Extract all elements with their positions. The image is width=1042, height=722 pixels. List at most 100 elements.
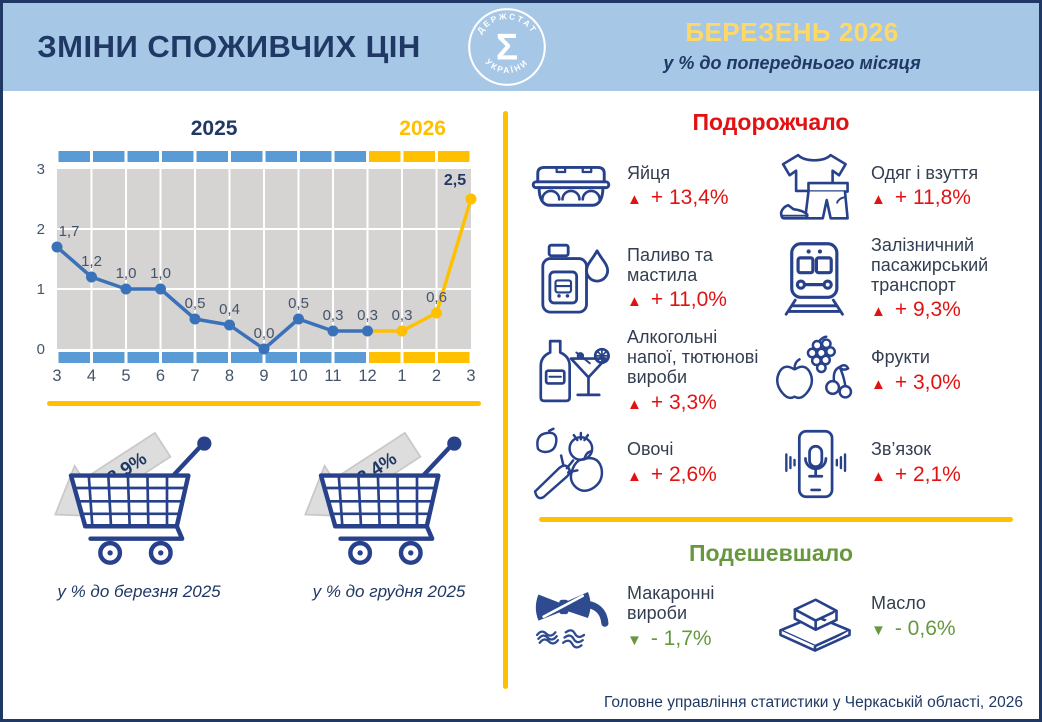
header: ЗМІНИ СПОЖИВЧИХ ЦІН ДЕРЖСТАТ УКРАЇНИ Σ Б… xyxy=(3,3,1039,91)
cart-figures: 8,9% xyxy=(3,418,503,574)
item-label: Алкогольні напої, тютюнові вироби xyxy=(627,327,759,387)
cart-captions: у % до березня 2025 у % до грудня 2025 xyxy=(3,582,503,602)
item-label: Паливо та мастила xyxy=(627,244,713,285)
svg-text:8: 8 xyxy=(225,367,234,385)
price-item-butter: Масло ▼ - 0,6% xyxy=(767,575,1033,661)
main-content: 2025 2026 1,7 1,2 1,0 1,0 0,5 0,4 0,0 0,5 0,3 0,3… xyxy=(3,91,1039,719)
year-label-2025: 2025 xyxy=(190,117,238,140)
fuel-icon xyxy=(523,237,619,321)
period-month: БЕРЕЗЕНЬ 2026 xyxy=(685,17,899,47)
price-item-communication: Зв’язок ▲ + 2,1% xyxy=(767,421,1033,507)
expensive-heading: Подорожчало xyxy=(692,109,850,135)
svg-text:0,5: 0,5 xyxy=(185,295,206,312)
shopping-cart-icon: 3,4% xyxy=(303,431,462,565)
shopping-cart-icon: 8,9% xyxy=(53,431,212,565)
up-triangle-icon: ▲ xyxy=(871,191,886,209)
svg-text:11: 11 xyxy=(324,367,341,385)
fruits-icon xyxy=(767,330,863,414)
alcohol-icon xyxy=(523,330,619,414)
item-value: ▼ - 1,7% xyxy=(627,627,712,651)
price-item-pasta: Макаронні вироби ▼ - 1,7% xyxy=(523,575,767,661)
left-panel: 2025 2026 1,7 1,2 1,0 1,0 0,5 0,4 0,0 0,5 0,3 0,3… xyxy=(3,91,503,719)
price-item-rail: Залізничний пасажирський транспорт ▲ + 9,… xyxy=(767,235,1033,322)
expensive-items-grid: Яйця ▲ + 13,4% Одяг і взуття ▲ + 11,8% Пал… xyxy=(503,136,1039,507)
down-triangle-icon: ▼ xyxy=(871,622,886,640)
vertical-divider xyxy=(503,111,508,689)
svg-text:2: 2 xyxy=(37,221,45,238)
vegetables-icon xyxy=(523,422,619,506)
svg-text:9: 9 xyxy=(259,367,268,385)
price-item-vegetables: Овочі ▲ + 2,6% xyxy=(523,421,767,507)
svg-text:7: 7 xyxy=(190,367,199,385)
up-triangle-icon: ▲ xyxy=(627,293,642,311)
cart-figure-ytd: 3,4% xyxy=(289,418,489,574)
svg-text:0,6: 0,6 xyxy=(426,289,447,306)
svg-text:6: 6 xyxy=(156,367,165,385)
item-value: ▼ - 0,6% xyxy=(871,617,956,641)
svg-text:5: 5 xyxy=(121,367,130,385)
page-title: ЗМІНИ СПОЖИВЧИХ ЦІН xyxy=(37,29,421,64)
item-label: Макаронні вироби xyxy=(627,583,715,624)
item-value: ▲ + 3,0% xyxy=(871,370,961,394)
up-triangle-icon: ▲ xyxy=(871,375,886,393)
cheaper-heading: Подешевшало xyxy=(688,539,854,566)
up-triangle-icon: ▲ xyxy=(627,468,642,486)
cart-caption-ytd: у % до грудня 2025 xyxy=(312,582,466,601)
price-item-fruits: Фрукти ▲ + 3,0% xyxy=(767,328,1033,414)
svg-text:4: 4 xyxy=(87,367,96,385)
item-label: Одяг і взуття xyxy=(871,162,979,183)
down-triangle-icon: ▼ xyxy=(627,632,642,650)
svg-text:0,0: 0,0 xyxy=(254,325,275,342)
up-triangle-icon: ▲ xyxy=(627,395,642,413)
up-triangle-icon: ▲ xyxy=(871,468,886,486)
item-label: Масло xyxy=(871,593,926,614)
item-value: ▲ + 13,4% xyxy=(627,186,729,210)
item-label: Зв’язок xyxy=(871,439,932,460)
svg-text:0,3: 0,3 xyxy=(323,307,344,324)
up-triangle-icon: ▲ xyxy=(627,191,642,209)
svg-text:2,5: 2,5 xyxy=(444,172,466,189)
svg-text:1: 1 xyxy=(397,367,406,385)
logo-sigma-symbol: Σ xyxy=(496,27,518,68)
item-value: ▲ + 11,8% xyxy=(871,186,971,210)
price-item-eggs: Яйця ▲ + 13,4% xyxy=(523,144,767,230)
butter-icon xyxy=(767,576,863,660)
svg-text:2: 2 xyxy=(432,367,441,385)
svg-text:0,3: 0,3 xyxy=(357,307,378,324)
svg-text:3: 3 xyxy=(466,367,475,385)
right-panel: Подорожчало Яйця ▲ + 13,4% Одяг і взуття … xyxy=(503,91,1039,719)
price-item-alcohol: Алкогольні напої, тютюнові вироби ▲ + 3,3… xyxy=(523,327,767,414)
svg-text:10: 10 xyxy=(289,367,307,385)
train-icon xyxy=(767,237,863,321)
item-label: Залізничний пасажирський транспорт xyxy=(871,235,989,295)
item-value: ▲ + 3,3% xyxy=(627,390,717,414)
svg-text:1: 1 xyxy=(37,281,45,298)
item-label: Яйця xyxy=(627,162,671,183)
period-subtitle: у % до попереднього місяця xyxy=(663,53,921,73)
cheaper-items-grid: Макаронні вироби ▼ - 1,7% Масло ▼ - 0,6% xyxy=(503,567,1039,661)
cpi-trend-chart: 2025 2026 1,7 1,2 1,0 1,0 0,5 0,4 0,0 0,5 0,3 0,3… xyxy=(15,117,489,389)
left-horizontal-divider xyxy=(47,401,481,406)
chart-year-labels: 2025 2026 xyxy=(15,117,489,143)
source-attribution: Головне управління статистики у Черкаськ… xyxy=(604,694,1023,711)
svg-text:0,5: 0,5 xyxy=(288,295,309,312)
item-label: Овочі xyxy=(627,439,674,460)
item-value: ▲ + 2,6% xyxy=(627,463,717,487)
svg-text:1,2: 1,2 xyxy=(81,253,102,270)
svg-text:0: 0 xyxy=(37,341,45,358)
item-value: ▲ + 11,0% xyxy=(627,288,727,312)
item-value: ▲ + 2,1% xyxy=(871,463,961,487)
header-period: БЕРЕЗЕНЬ 2026 у % до попереднього місяця xyxy=(637,17,947,74)
eggs-icon xyxy=(523,145,619,229)
right-horizontal-divider xyxy=(539,516,1013,522)
svg-text:12: 12 xyxy=(358,367,376,385)
svg-text:1,0: 1,0 xyxy=(116,265,137,282)
clothing-icon xyxy=(767,145,863,229)
pasta-icon xyxy=(523,576,619,660)
svg-text:3: 3 xyxy=(52,367,61,385)
up-triangle-icon: ▲ xyxy=(871,303,886,321)
item-label: Фрукти xyxy=(871,347,930,368)
trend-chart-svg: 1,71,2 1,0 1,0 0,5 0,4 0,0 0,5 0,3 0,3 0,3 0,6 2,5 0… xyxy=(37,151,477,385)
cart-caption-annual: у % до березня 2025 xyxy=(57,582,221,601)
